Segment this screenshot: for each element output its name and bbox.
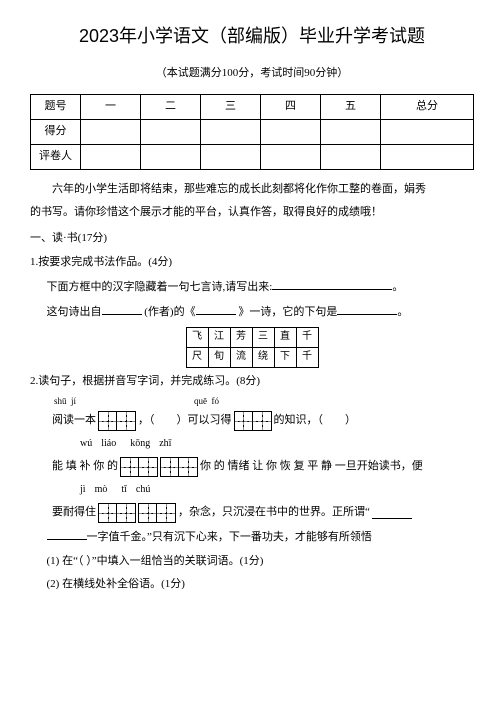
q1-text: 这句诗出自 (47, 306, 102, 318)
pinyin: kōng (130, 435, 150, 453)
q1-text: (作者)的《 (144, 306, 195, 318)
q2-text: 你 的 情绪 让 你 恢 复 平 静 一旦开始读书，便 (200, 457, 423, 477)
table-row: 得分 (31, 119, 474, 144)
q2-text: 阅读一本 (52, 411, 96, 431)
fill-blank[interactable] (337, 302, 397, 315)
grid-cell: 江 (208, 327, 230, 347)
score-cell (381, 144, 474, 169)
question-2: 2.读句子，根据拼音写字词，并完成练习。(8分) (30, 372, 474, 392)
intro-text: 六年的小学生活即将结束，那些难忘的成长此刻都将化作你工整的卷面，娟秀 (30, 180, 474, 200)
q2-sub2: (2) 在横线处补全俗语。(1分) (47, 575, 475, 595)
q2-pinyin2: wú liáo kōng zhī (80, 435, 474, 453)
q2-text: 要耐得住 (52, 503, 96, 523)
q1-text: 》一诗，它的下句是 (238, 306, 337, 318)
score-cell (81, 119, 141, 144)
pinyin: liáo (101, 435, 116, 453)
col-head: 三 (201, 95, 261, 120)
q2-line4: 一字值千金。”只有沉下心来，下一番功夫，才能够有所领悟 (47, 527, 475, 548)
q2-line3: 要耐得住 ，杂念，只沉浸在书中的世界。正所谓“ (52, 503, 474, 523)
grid-cell: 芳 (230, 327, 252, 347)
pinyin-group: quē fó (194, 396, 219, 407)
col-head: 总分 (381, 95, 474, 120)
pinyin: jì (80, 481, 86, 499)
grid-cell: 三 (252, 327, 274, 347)
question-1: 1.按要求完成书法作品。(4分) (30, 253, 474, 273)
table-row: 尺 旬 流 绕 下 千 (186, 347, 318, 367)
char-grid: 飞 江 芳 三 直 千 尺 旬 流 绕 下 千 (186, 327, 319, 368)
score-cell (321, 144, 381, 169)
q2-line1b: 阅读一本 ，（ ）可以习得 的知识，（ ） (52, 411, 474, 431)
score-cell (201, 119, 261, 144)
row-label: 评卷人 (31, 144, 81, 169)
table-row: 评卷人 (31, 144, 474, 169)
row-label: 题号 (31, 95, 81, 120)
q2-line2: 能 填 补 你 的 你 的 情绪 让 你 恢 复 平 静 一旦开始读书，便 (52, 457, 474, 477)
score-cell (381, 119, 474, 144)
score-cell (141, 119, 201, 144)
grid-cell: 流 (230, 347, 252, 367)
pinyin: quē fó (194, 396, 219, 407)
tianzige-input[interactable] (160, 457, 198, 477)
q2-text: ，杂念，只沉浸在书中的世界。正所谓“ (178, 503, 370, 523)
pinyin: tī (121, 481, 127, 499)
page-title: 2023年小学语文（部编版）毕业升学考试题 (30, 20, 474, 52)
col-head: 一 (81, 95, 141, 120)
pinyin: zhī (159, 435, 171, 453)
pinyin-group: shū jí (54, 396, 76, 407)
pinyin: chú (136, 481, 150, 499)
tianzige-input[interactable] (234, 411, 272, 431)
table-row: 题号 一 二 三 四 五 总分 (31, 95, 474, 120)
fill-blank[interactable] (372, 506, 412, 519)
score-cell (141, 144, 201, 169)
score-cell (261, 119, 321, 144)
col-head: 二 (141, 95, 201, 120)
table-row: 飞 江 芳 三 直 千 (186, 327, 318, 347)
grid-cell: 下 (274, 347, 296, 367)
q2-line1: shū jí quē fó (52, 396, 474, 407)
pinyin: wú (80, 435, 92, 453)
q2-pinyin3: jì mò tī chú (80, 481, 474, 499)
intro-text: 的书写。请你珍惜这个展示才能的平台，认真作答，取得良好的成绩哦！ (30, 203, 474, 223)
q1-text: 下面方框中的汉字隐藏着一句七言诗,请写出来: (47, 281, 273, 293)
q2-text: 能 填 补 你 的 (52, 457, 118, 477)
q2-text: 的知识，（ ） (274, 411, 357, 431)
tianzige-input[interactable] (98, 411, 136, 431)
score-cell (201, 144, 261, 169)
q2-text: 一字值千金。”只有沉下心来，下一番功夫，才能够有所领悟 (87, 531, 372, 543)
row-label: 得分 (31, 119, 81, 144)
fill-blank[interactable] (196, 302, 236, 315)
q1-line1: 下面方框中的汉字隐藏着一句七言诗,请写出来:。 (47, 277, 475, 298)
page-subtitle: （本试题满分100分，考试时间90分钟） (30, 64, 474, 84)
col-head: 五 (321, 95, 381, 120)
q1-line2: 这句诗出自 (作者)的《 》一诗，它的下句是。 (47, 302, 475, 323)
q2-sub1: (1) 在“（ ）”中填入一组恰当的关联词语。(1分) (47, 552, 475, 572)
grid-cell: 绕 (252, 347, 274, 367)
score-table: 题号 一 二 三 四 五 总分 得分 评卷人 (30, 94, 474, 169)
fill-blank[interactable] (102, 302, 142, 315)
score-cell (321, 119, 381, 144)
section-heading: 一、读·书(17分) (30, 229, 474, 249)
pinyin: shū jí (54, 396, 76, 407)
tianzige-input[interactable] (98, 503, 136, 523)
grid-cell: 千 (296, 327, 318, 347)
pinyin: mò (95, 481, 108, 499)
fill-blank[interactable] (47, 527, 87, 540)
tianzige-input[interactable] (120, 457, 158, 477)
grid-cell: 旬 (208, 347, 230, 367)
q2-text: ，（ ）可以习得 (138, 411, 232, 431)
grid-cell: 尺 (186, 347, 208, 367)
col-head: 四 (261, 95, 321, 120)
tianzige-input[interactable] (138, 503, 176, 523)
score-cell (81, 144, 141, 169)
grid-cell: 飞 (186, 327, 208, 347)
score-cell (261, 144, 321, 169)
grid-cell: 直 (274, 327, 296, 347)
grid-cell: 千 (296, 347, 318, 367)
fill-blank[interactable] (272, 277, 392, 290)
